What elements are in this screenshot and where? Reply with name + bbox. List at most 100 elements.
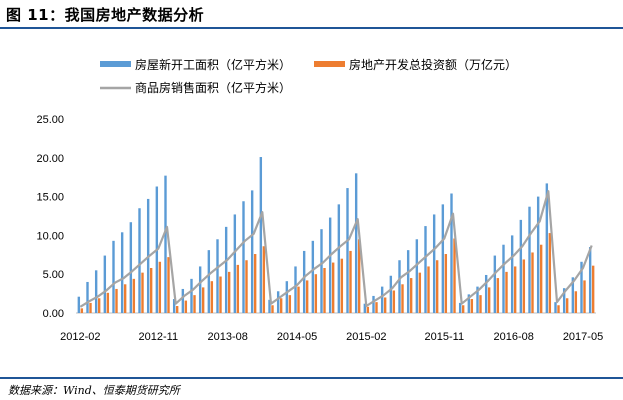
x-tick-label: 2014-05	[277, 331, 317, 343]
bar-investment	[366, 306, 370, 313]
bar-investment	[271, 305, 274, 313]
bar-investment	[565, 298, 569, 313]
bar-investment	[314, 274, 318, 313]
bar-investment	[80, 308, 84, 313]
bar-new-construction	[337, 204, 341, 313]
bar-new-construction	[276, 291, 280, 313]
bar-investment	[158, 261, 162, 313]
bar-investment	[435, 260, 439, 313]
bar-new-construction	[363, 303, 367, 313]
legend-swatch-new-construction	[100, 61, 131, 67]
bar-new-construction	[398, 260, 401, 313]
bar-investment	[89, 302, 92, 313]
bar-investment	[375, 302, 378, 313]
bar-investment	[427, 266, 430, 313]
bar-investment	[132, 278, 136, 313]
bar-investment	[245, 260, 248, 313]
bar-investment	[522, 259, 526, 313]
bar-investment	[349, 250, 352, 313]
bar-investment	[479, 295, 482, 313]
x-tick-label: 2017-05	[563, 331, 603, 343]
bar-new-construction	[450, 193, 453, 313]
bar-new-construction	[467, 294, 471, 313]
bar-investment	[583, 280, 586, 313]
y-tick-label: 5.00	[43, 269, 64, 281]
bar-new-construction	[224, 226, 228, 313]
source-note: 数据来源：Wind、恒泰期货研究所	[8, 384, 180, 397]
bar-new-construction	[536, 196, 540, 313]
bar-new-construction	[580, 261, 583, 313]
bar-investment	[444, 254, 448, 313]
bar-new-construction	[302, 250, 306, 313]
bar-investment	[288, 295, 292, 313]
bar-investment	[357, 239, 361, 313]
bar-new-construction	[268, 299, 271, 313]
y-tick-label: 15.00	[36, 192, 64, 204]
bar-new-construction	[207, 250, 211, 313]
bar-new-construction	[346, 188, 349, 313]
bar-new-construction	[129, 222, 133, 313]
bar-investment	[470, 299, 474, 313]
bar-investment	[557, 305, 560, 313]
bar-investment	[505, 271, 508, 313]
bar-investment	[175, 306, 179, 313]
bar-investment	[141, 272, 144, 313]
bar-new-construction	[198, 266, 202, 313]
x-tick-label: 2015-02	[346, 331, 386, 343]
bar-new-construction	[120, 232, 124, 313]
bar-investment	[167, 257, 170, 313]
bar-new-construction	[285, 281, 289, 313]
bar-new-construction	[458, 302, 462, 313]
bar-investment	[219, 276, 222, 313]
bar-investment	[487, 287, 491, 313]
figure-title: 图 11：我国房地产数据分析	[6, 6, 205, 24]
y-tick-label: 0.00	[43, 308, 64, 320]
bar-new-construction	[294, 266, 297, 313]
bar-investment	[193, 295, 196, 313]
bar-new-construction	[562, 288, 566, 313]
bar-new-construction	[138, 208, 141, 313]
bar-new-construction	[164, 175, 167, 313]
bar-investment	[531, 252, 534, 313]
bar-new-construction	[328, 217, 332, 313]
legend-swatch-investment	[314, 61, 345, 67]
bar-new-construction	[190, 278, 193, 313]
bar-investment	[574, 291, 578, 313]
bar-new-construction	[493, 255, 497, 313]
bar-investment	[115, 288, 118, 313]
bar-new-construction	[476, 286, 479, 313]
bar-new-construction	[242, 201, 245, 313]
bar-investment	[184, 300, 188, 313]
bar-investment	[496, 278, 500, 313]
bar-new-construction	[588, 247, 592, 313]
bar-investment	[409, 278, 413, 313]
bar-investment	[323, 267, 326, 313]
bar-investment	[401, 284, 404, 313]
y-tick-label: 10.00	[36, 230, 64, 242]
bar-new-construction	[250, 190, 254, 313]
bar-new-construction	[432, 214, 436, 313]
bar-investment	[236, 264, 240, 313]
bar-new-construction	[172, 299, 176, 313]
bar-new-construction	[380, 286, 384, 313]
bar-investment	[97, 298, 101, 313]
bar-new-construction	[311, 240, 315, 313]
y-tick-label: 25.00	[36, 114, 64, 126]
bar-new-construction	[502, 244, 505, 313]
y-tick-label: 20.00	[36, 153, 64, 165]
x-tick-label: 2012-11	[139, 331, 179, 343]
bar-new-construction	[372, 295, 375, 313]
bar-investment	[513, 266, 517, 313]
bar-investment	[227, 271, 231, 313]
bar-investment	[210, 281, 214, 313]
bar-new-construction	[415, 239, 419, 313]
bar-new-construction	[519, 219, 523, 313]
bar-new-construction	[77, 296, 81, 313]
bar-investment	[383, 297, 387, 313]
x-tick-label: 2012-02	[60, 331, 100, 343]
bar-new-construction	[389, 275, 393, 313]
bar-new-construction	[181, 288, 185, 313]
bar-investment	[253, 254, 257, 313]
bar-new-construction	[112, 240, 115, 313]
legend-label-sales: 商品房销售面积（亿平方米）	[135, 80, 291, 95]
